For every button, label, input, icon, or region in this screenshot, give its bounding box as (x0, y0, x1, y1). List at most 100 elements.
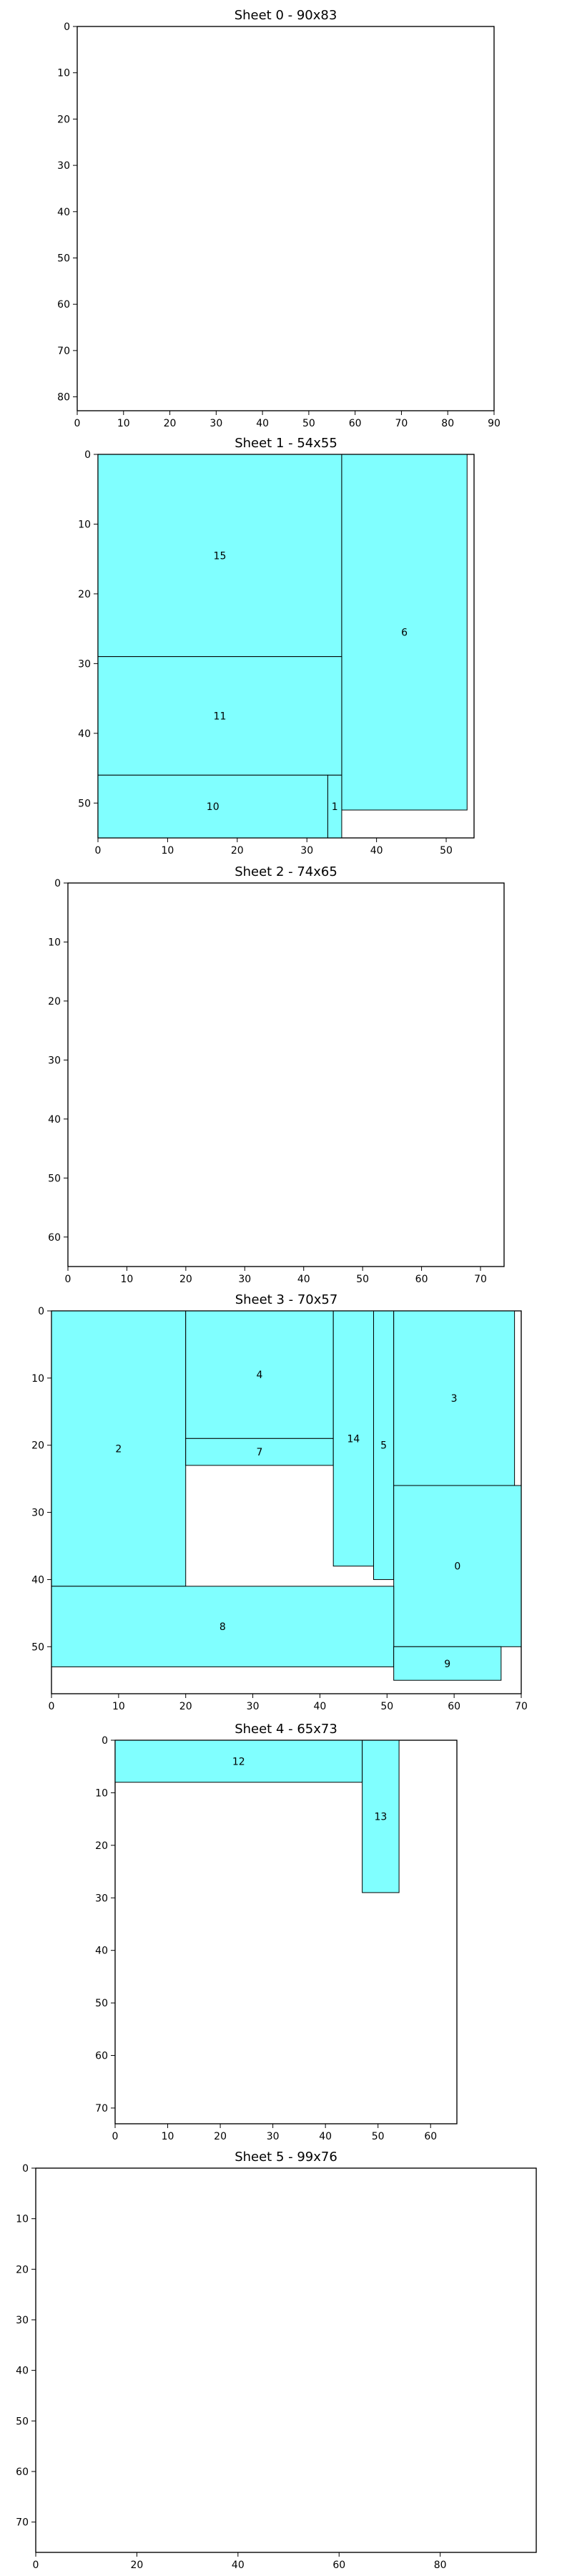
y-tick-label: 60 (16, 2467, 29, 2478)
axes-border (97, 454, 475, 839)
piece-11 (97, 656, 342, 776)
x-tick-label: 50 (302, 418, 315, 429)
sheet-title: Sheet 2 - 74x65 (235, 864, 337, 879)
y-tick-label: 20 (31, 1440, 44, 1452)
piece-label: 0 (454, 1561, 460, 1573)
x-tick-label: 30 (209, 418, 222, 429)
y-tick-label: 60 (48, 1232, 61, 1244)
y-tick-label: 20 (57, 114, 70, 125)
y-tick-label: 0 (22, 2163, 29, 2175)
piece-5 (373, 1310, 395, 1580)
x-tick-label: 70 (515, 1701, 528, 1712)
x-tick-label: 40 (232, 2560, 245, 2571)
plot-area (35, 2167, 537, 2553)
x-tick-label: 0 (65, 1274, 72, 1285)
x-tick-label: 20 (214, 2131, 227, 2142)
piece-label: 4 (256, 1370, 262, 1381)
y-tick-label: 0 (84, 449, 91, 461)
sheet-title: Sheet 5 - 99x76 (235, 2150, 337, 2165)
plot-area (114, 1740, 458, 2124)
piece-13 (362, 1740, 400, 1893)
x-tick-label: 40 (297, 1274, 310, 1285)
y-tick-label: 50 (95, 1998, 108, 2009)
y-tick-label: 50 (16, 2416, 29, 2427)
y-tick-label: 10 (78, 519, 91, 530)
x-tick-label: 10 (112, 1701, 125, 1712)
x-tick-label: 50 (380, 1701, 393, 1712)
piece-label: 9 (444, 1659, 450, 1670)
y-tick-label: 20 (48, 996, 61, 1008)
x-tick-label: 60 (415, 1274, 428, 1285)
x-tick-label: 20 (131, 2560, 144, 2571)
piece-label: 10 (207, 801, 220, 813)
axes-border (114, 1740, 458, 2124)
x-tick-label: 10 (121, 1274, 134, 1285)
y-tick-label: 0 (102, 1735, 108, 1747)
piece-6 (341, 454, 468, 811)
x-tick-label: 40 (370, 845, 383, 857)
x-tick-label: 40 (256, 418, 269, 429)
plot-area (77, 26, 495, 411)
x-tick-label: 40 (319, 2131, 332, 2142)
x-tick-label: 80 (434, 2560, 447, 2571)
y-tick-label: 10 (16, 2214, 29, 2225)
y-tick-label: 30 (48, 1055, 61, 1066)
piece-14 (332, 1310, 375, 1567)
x-tick-label: 60 (349, 418, 362, 429)
x-tick-label: 80 (441, 418, 454, 429)
sheet-title: Sheet 3 - 70x57 (235, 1292, 338, 1307)
x-tick-label: 20 (179, 1274, 192, 1285)
y-tick-label: 0 (64, 21, 70, 33)
x-tick-label: 10 (161, 845, 174, 857)
x-tick-label: 70 (395, 418, 408, 429)
piece-label: 3 (451, 1393, 458, 1405)
y-tick-label: 50 (78, 798, 91, 809)
piece-label: 11 (214, 711, 227, 722)
y-tick-label: 50 (31, 1641, 44, 1653)
x-tick-label: 10 (162, 2131, 174, 2142)
x-tick-label: 30 (300, 845, 313, 857)
x-tick-label: 20 (179, 1701, 192, 1712)
piece-label: 12 (232, 1756, 245, 1767)
x-tick-label: 20 (164, 418, 177, 429)
axes-border (67, 882, 505, 1267)
x-tick-label: 10 (117, 418, 130, 429)
piece-3 (393, 1310, 516, 1486)
piece-label: 15 (214, 550, 227, 562)
piece-label: 13 (374, 1811, 387, 1823)
y-tick-label: 60 (95, 2051, 108, 2062)
y-tick-label: 80 (57, 392, 70, 404)
y-tick-label: 30 (16, 2315, 29, 2326)
x-tick-label: 50 (356, 1274, 369, 1285)
y-tick-label: 10 (57, 68, 70, 79)
x-tick-label: 70 (474, 1274, 487, 1285)
y-tick-label: 0 (54, 878, 61, 889)
x-tick-label: 60 (332, 2560, 345, 2571)
y-tick-label: 50 (57, 253, 70, 264)
sheet-4: Sheet 4 - 65x73 12 13 0 10 20 30 40 50 60 0 10 20 30 4… (95, 1722, 458, 2142)
y-tick-label: 70 (57, 346, 70, 357)
y-tick-label: 70 (16, 2517, 29, 2529)
y-tick-label: 30 (57, 160, 70, 172)
piece-label: 5 (380, 1440, 387, 1452)
plot-area (67, 882, 505, 1267)
y-tick-label: 40 (31, 1574, 44, 1586)
x-tick-label: 30 (247, 1701, 260, 1712)
x-tick-label: 50 (372, 2131, 385, 2142)
x-tick-label: 0 (33, 2560, 39, 2571)
piece-label: 2 (115, 1443, 122, 1455)
y-tick-label: 60 (57, 299, 70, 311)
piece-12 (114, 1740, 363, 1783)
x-tick-label: 60 (424, 2131, 437, 2142)
x-tick-label: 40 (314, 1701, 327, 1712)
piece-label: 1 (332, 801, 338, 813)
y-tick-label: 10 (31, 1373, 44, 1385)
piece-0 (393, 1485, 522, 1647)
y-tick-label: 40 (95, 1946, 108, 1957)
piece-label: 6 (401, 628, 408, 639)
x-tick-label: 0 (112, 2131, 119, 2142)
axes-border (77, 26, 495, 411)
